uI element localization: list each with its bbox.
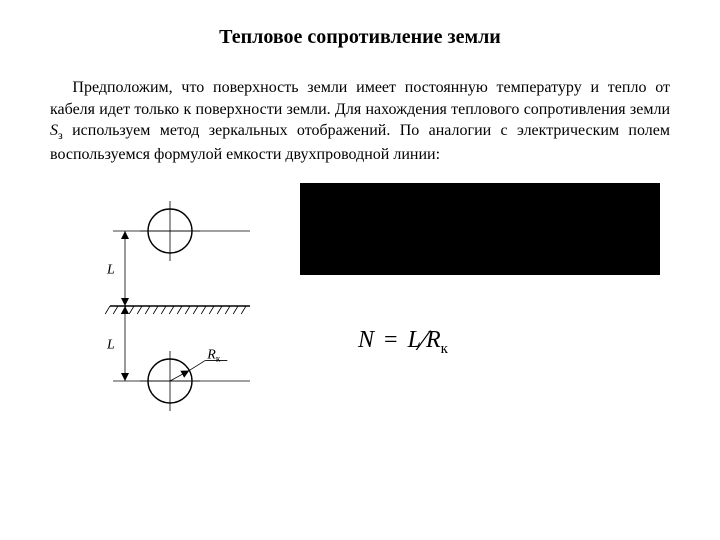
paragraph-tail: используем метод зеркальных отображений.… bbox=[50, 122, 670, 162]
diagram-column: L L Rк bbox=[50, 183, 280, 421]
svg-text:L: L bbox=[106, 263, 115, 278]
mirror-image-diagram: L L Rк bbox=[50, 191, 280, 421]
formula-den-var: R bbox=[426, 327, 441, 353]
formula-eq: = bbox=[384, 327, 398, 353]
formula-N: N = L⁄Rк bbox=[358, 321, 670, 358]
formula-slash: ⁄ bbox=[421, 324, 426, 358]
svg-text:L: L bbox=[106, 338, 115, 353]
formula-num: L bbox=[408, 327, 421, 353]
formula-den-sub: к bbox=[441, 341, 448, 357]
formula-lhs: N bbox=[358, 327, 374, 353]
redacted-block bbox=[300, 183, 660, 275]
body-paragraph: Предположим, что поверхность земли имеет… bbox=[50, 77, 670, 165]
svg-text:Rк: Rк bbox=[206, 348, 221, 364]
right-column: N = L⁄Rк bbox=[300, 183, 670, 358]
page-title: Тепловое сопротивление земли bbox=[50, 26, 670, 49]
content-row: LLRк N = L⁄Rк bbox=[50, 183, 670, 421]
var-S: S bbox=[50, 122, 58, 139]
paragraph-head: Предположим, что поверхность земли имеет… bbox=[50, 79, 670, 118]
